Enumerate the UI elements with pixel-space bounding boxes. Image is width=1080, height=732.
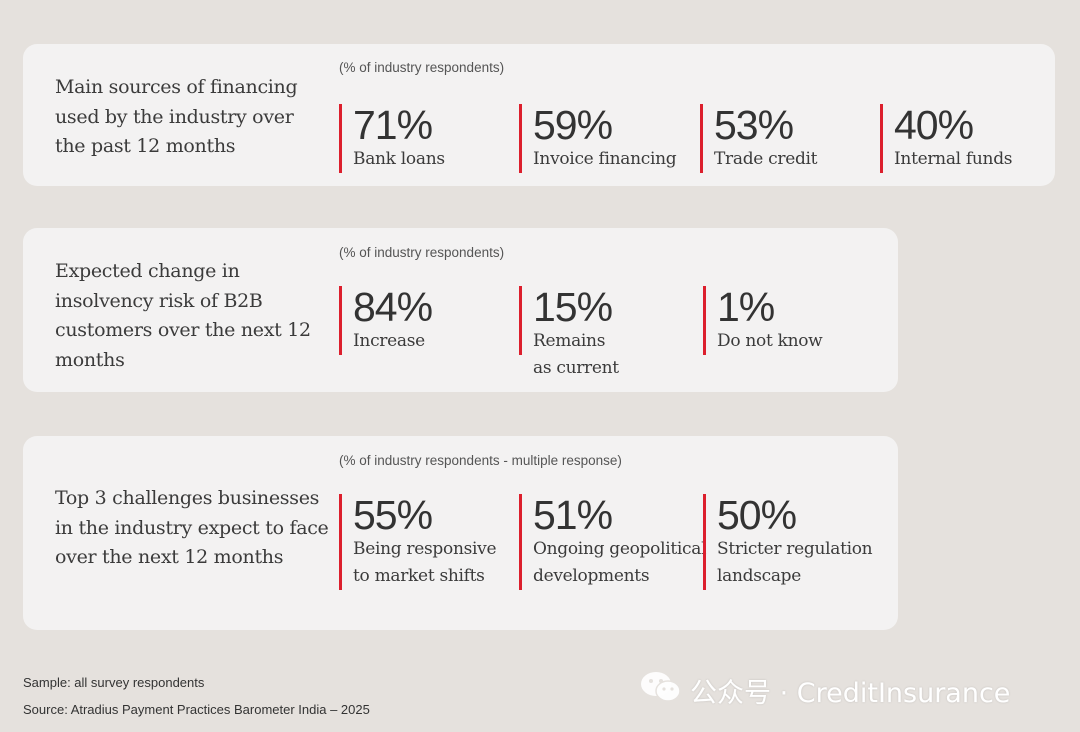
stat-increase: 84% Increase	[339, 284, 433, 355]
stat-label: Internal funds	[894, 149, 1013, 169]
stat-remains-as-current: 15% Remains as current	[519, 286, 619, 382]
stat-market-shifts: 55% Being responsive to market shifts	[339, 492, 497, 590]
insolvency-risk-panel: Expected change in insolvency risk of B2…	[23, 228, 898, 392]
stat-value: 84%	[353, 284, 433, 330]
stat-value: 59%	[533, 102, 613, 148]
stat-value: 53%	[714, 102, 794, 148]
respondents-note: (% of industry respondents)	[339, 60, 505, 75]
stat-label-line-1: Ongoing geopolitical	[533, 539, 707, 559]
source-note: Source: Atradius Payment Practices Barom…	[23, 702, 370, 717]
stat-label-line-2: landscape	[717, 566, 802, 586]
stat-label: Do not know	[717, 331, 823, 351]
stat-label-line-2: as current	[519, 355, 619, 382]
stat-label-line-1: Being responsive	[353, 539, 497, 559]
stat-value: 1%	[717, 284, 775, 330]
panel-heading: Top 3 challenges businesses in the indus…	[55, 487, 329, 568]
financing-sources-panel: Main sources of financing used by the in…	[23, 44, 1055, 186]
stat-do-not-know: 1% Do not know	[703, 284, 823, 355]
stat-label: Invoice financing	[533, 149, 677, 169]
panel-heading: Main sources of financing used by the in…	[55, 76, 298, 157]
stat-invoice-financing: 59% Invoice financing	[519, 102, 677, 173]
top-challenges-panel: Top 3 challenges businesses in the indus…	[23, 436, 898, 630]
stat-label: Increase	[353, 331, 425, 351]
stat-label: Trade credit	[714, 149, 818, 169]
panel-heading: Expected change in insolvency risk of B2…	[55, 260, 311, 371]
stat-bank-loans: 71% Bank loans	[339, 104, 445, 173]
stat-value: 40%	[894, 102, 974, 148]
stat-regulation: 50% Stricter regulation landscape	[703, 492, 873, 590]
sample-note: Sample: all survey respondents	[23, 675, 205, 690]
stat-label-line-1: Remains	[533, 331, 606, 351]
stat-value: 55%	[353, 492, 433, 538]
stat-trade-credit: 53% Trade credit	[700, 102, 818, 173]
stat-label-line-1: Stricter regulation	[717, 539, 873, 559]
stat-internal-funds: 40% Internal funds	[880, 102, 1013, 173]
stat-geopolitical: 51% Ongoing geopolitical developments	[519, 492, 707, 590]
respondents-note: (% of industry respondents)	[339, 245, 505, 260]
stat-label: Bank loans	[353, 149, 445, 169]
respondents-note: (% of industry respondents - multiple re…	[339, 453, 622, 468]
stat-label-line-2: to market shifts	[353, 566, 485, 586]
stat-value: 71%	[353, 102, 433, 148]
watermark: 公众号 · CreditInsurance	[640, 670, 1011, 711]
wechat-icon	[640, 670, 682, 711]
stat-value: 15%	[533, 284, 613, 330]
watermark-text: 公众号 · CreditInsurance	[690, 677, 1011, 709]
stat-value: 50%	[717, 492, 797, 538]
stat-value: 51%	[533, 492, 613, 538]
stat-label-line-2: developments	[533, 566, 650, 586]
